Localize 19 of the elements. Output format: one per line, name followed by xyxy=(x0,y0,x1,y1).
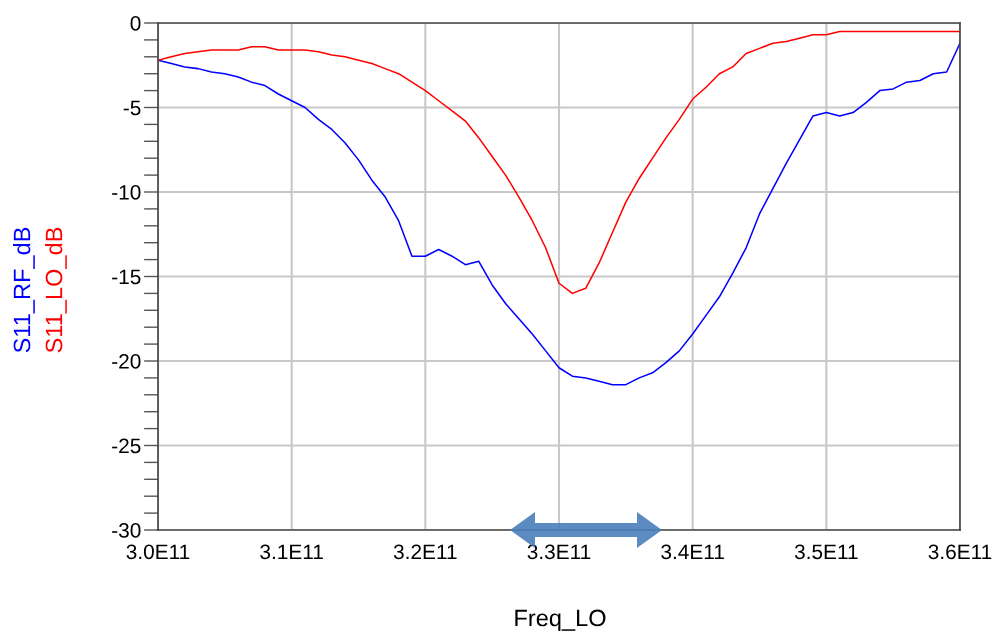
y-tick-label: -10 xyxy=(112,185,141,200)
y-tick-label: -30 xyxy=(112,523,141,538)
x-tick-label: 3.0E11 xyxy=(126,544,190,560)
y-tick-label: 0 xyxy=(130,16,141,31)
x-tick-label: 3.1E11 xyxy=(260,544,323,560)
line-series xyxy=(158,42,960,386)
line-series xyxy=(158,30,960,295)
x-tick-label: 3.4E11 xyxy=(661,544,724,560)
x-tick-label: 3.2E11 xyxy=(393,544,457,560)
text: S11_RF_dB xyxy=(13,227,35,353)
y-tick-label: -15 xyxy=(112,269,141,285)
x-axis-title: Freq_LO xyxy=(515,609,606,632)
x-tick-label: 3.3E11 xyxy=(527,544,591,560)
y-tick-label: -5 xyxy=(123,100,141,116)
y-tick-label: -25 xyxy=(112,438,141,454)
text: S11_LO_dB xyxy=(45,227,67,353)
x-tick-label: 3.5E11 xyxy=(794,544,858,560)
x-tick-label: 3.6E11 xyxy=(928,544,992,560)
y-tick-label: -20 xyxy=(112,354,141,369)
